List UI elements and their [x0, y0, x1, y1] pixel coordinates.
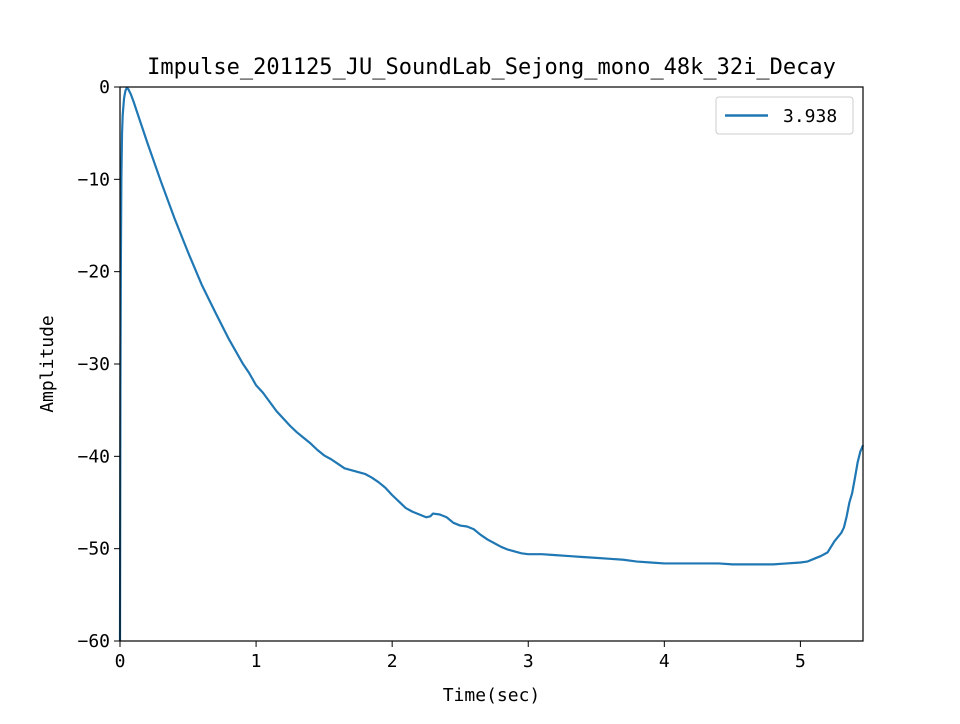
series-line-0	[118, 86, 865, 642]
x-tick-label: 3	[523, 651, 534, 672]
y-tick-label: −60	[77, 631, 110, 652]
x-tick-label: 5	[795, 651, 806, 672]
plot-area	[118, 86, 865, 642]
chart-title: Impulse_201125_JU_SoundLab_Sejong_mono_4…	[147, 55, 836, 80]
legend: 3.938	[715, 96, 854, 135]
x-tick-label: 0	[115, 651, 126, 672]
y-axis-label: Amplitude	[37, 315, 58, 413]
y-tick-label: 0	[99, 77, 110, 98]
y-tick-label: −10	[77, 169, 110, 190]
legend-entry-label: 3.938	[783, 106, 837, 127]
y-axis: 0 −10 −20 −30 −40 −50 −60	[77, 77, 120, 652]
x-tick-label: 4	[659, 651, 670, 672]
x-axis-label: Time(sec)	[443, 685, 541, 706]
y-tick-label: −20	[77, 262, 110, 283]
y-tick-label: −40	[77, 446, 110, 467]
x-tick-label: 2	[387, 651, 398, 672]
x-tick-label: 1	[251, 651, 262, 672]
plot-frame	[119, 86, 864, 642]
legend-box	[715, 96, 854, 135]
y-tick-label: −50	[77, 539, 110, 560]
x-axis: 0 1 2 3 4 5	[115, 641, 806, 672]
y-tick-label: −30	[77, 354, 110, 375]
